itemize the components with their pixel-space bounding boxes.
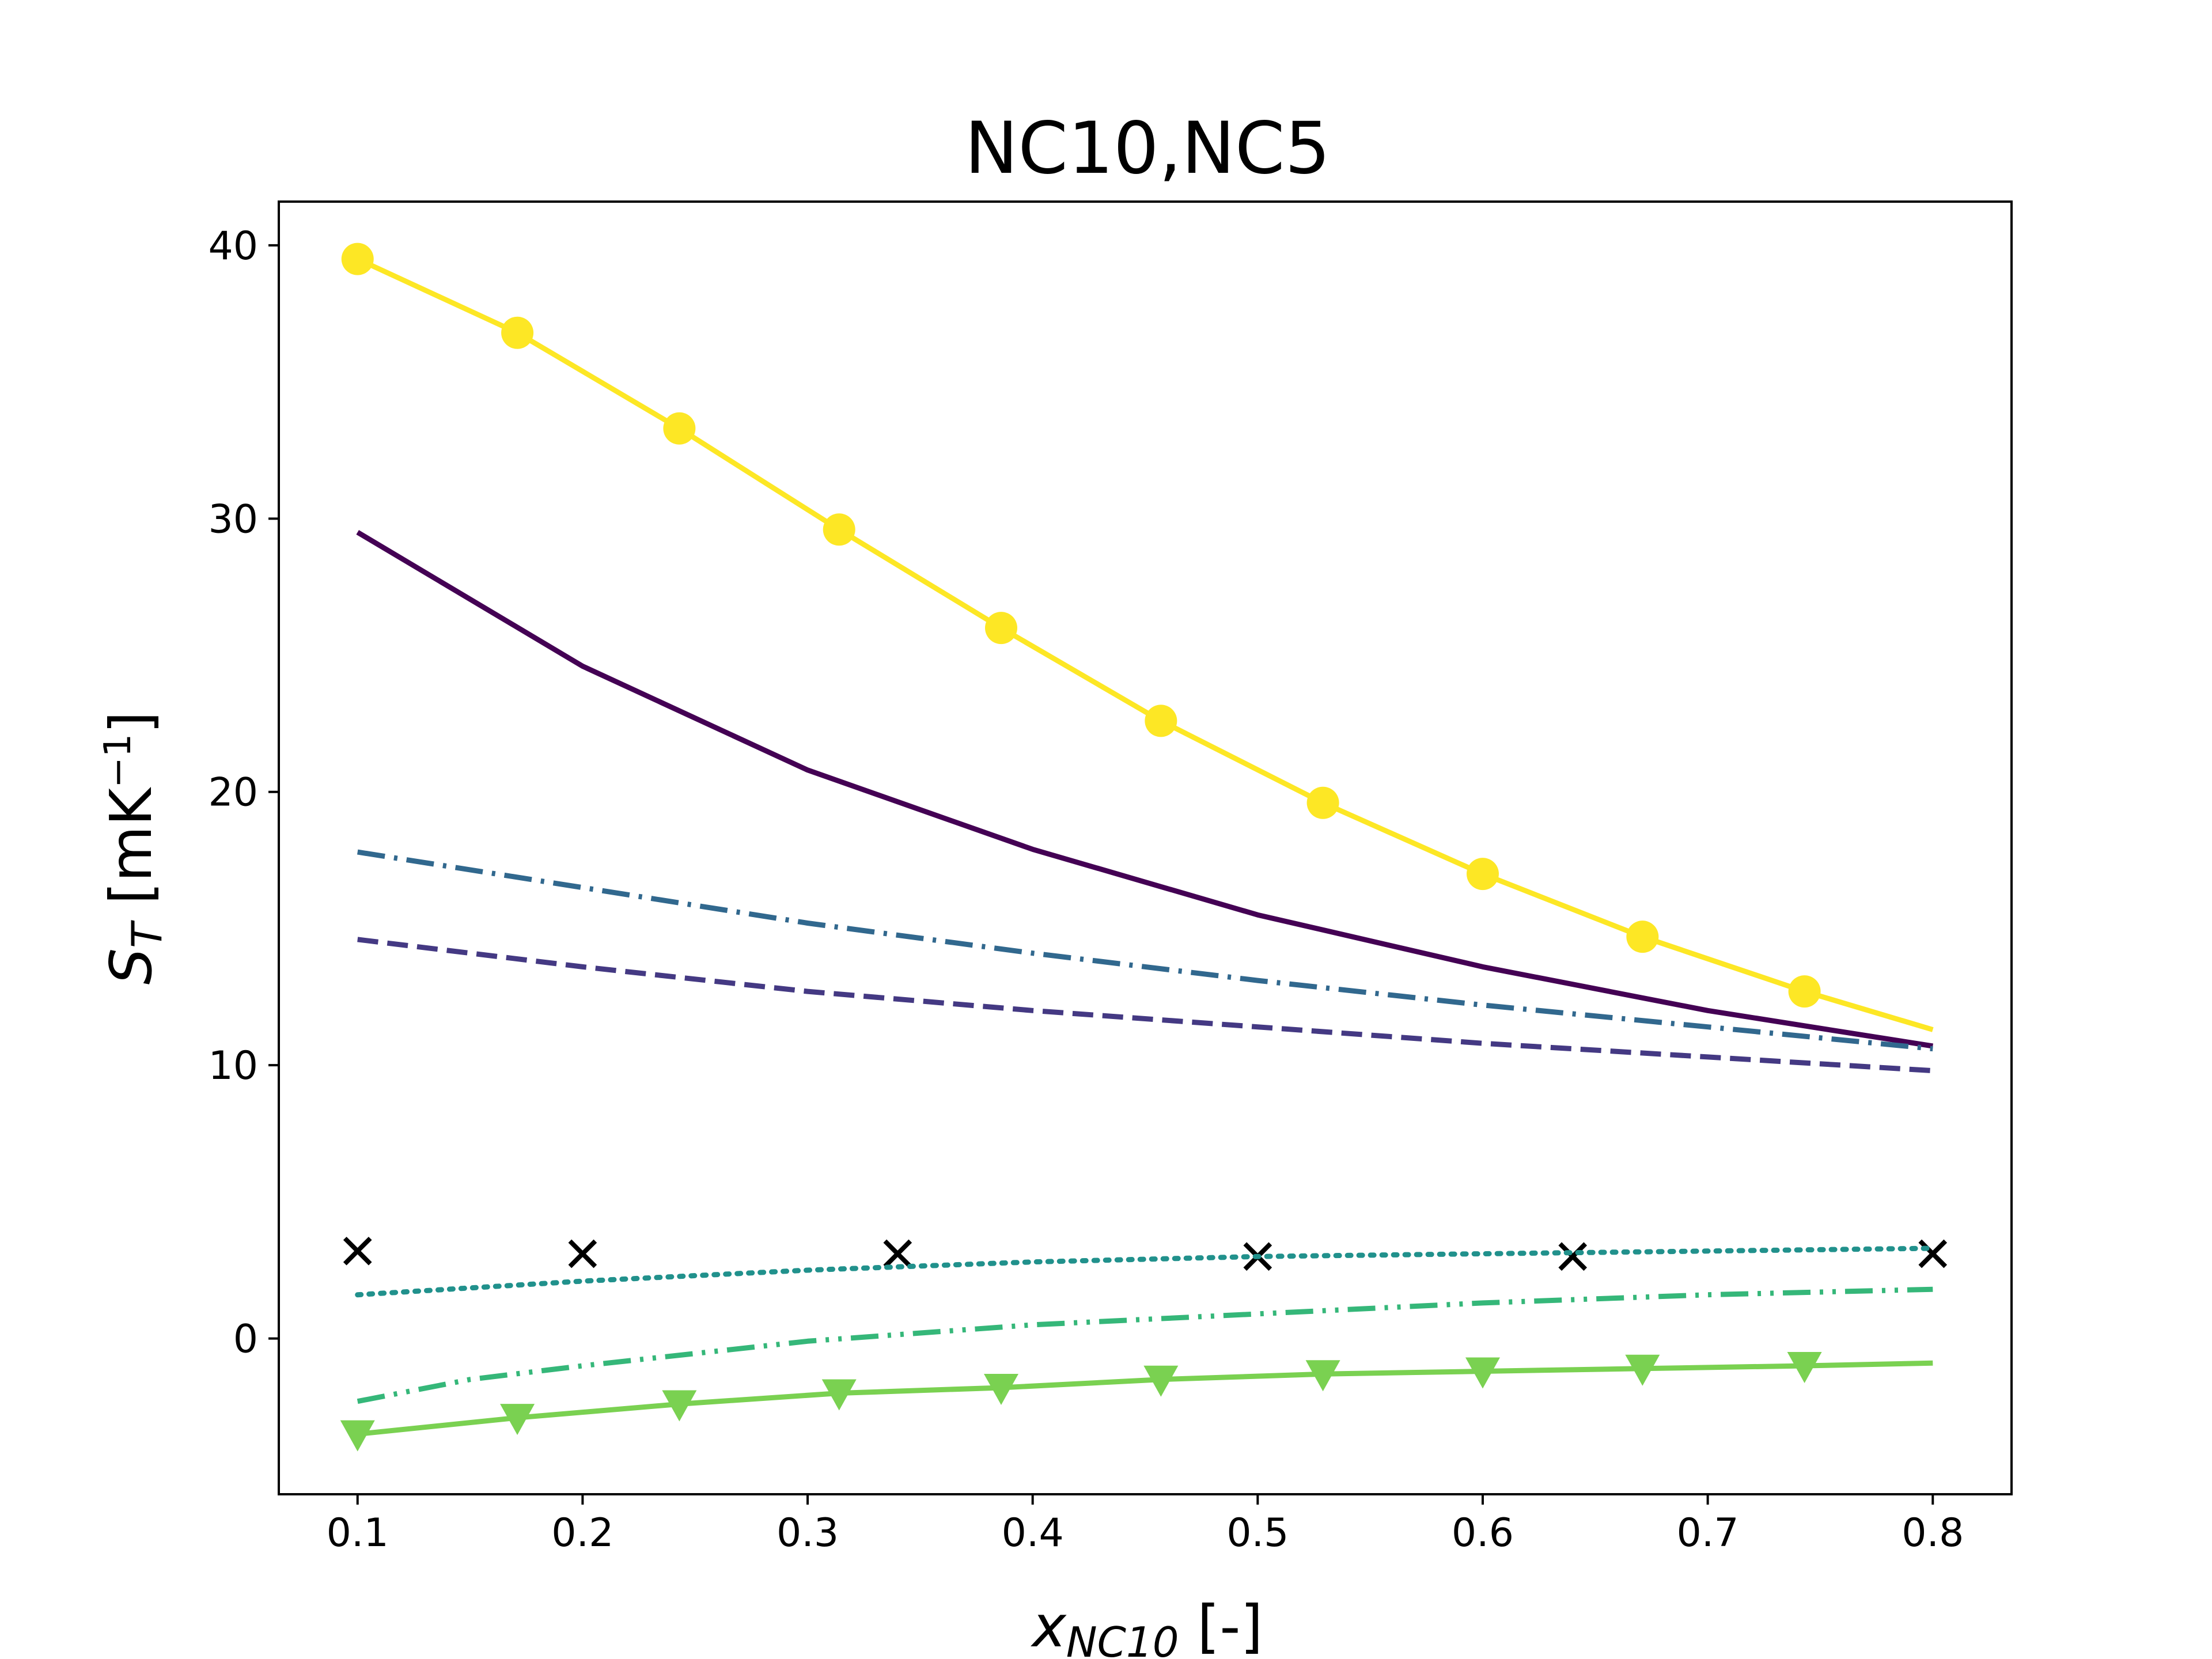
series-3-line: [357, 937, 1933, 1074]
series-2: [357, 849, 1933, 1052]
x-tick-label: 0.6: [1452, 1510, 1514, 1556]
series-4-point: [1558, 1242, 1588, 1271]
plot-frame: [278, 200, 2013, 1495]
series-7-point: [340, 1420, 375, 1452]
series-0-point: [1788, 975, 1821, 1008]
y-axis-unit-suffix: ]: [97, 711, 165, 734]
y-tick-label: 10: [208, 1043, 258, 1089]
series-7-point: [662, 1390, 697, 1422]
series-7-point: [1305, 1360, 1340, 1392]
series-5: [355, 1245, 1936, 1298]
x-tick-label: 0.7: [1677, 1510, 1739, 1556]
series-0: [341, 243, 1934, 1032]
y-axis-subscript: T: [123, 920, 171, 948]
series-0-point: [1466, 858, 1499, 891]
series-2-line: [357, 849, 1933, 1052]
series-0-point: [823, 513, 855, 546]
x-axis-subscript: NC10: [1066, 1618, 1179, 1659]
series-0-point: [663, 412, 696, 445]
x-tick-label: 0.4: [1002, 1510, 1064, 1556]
series-4-point: [568, 1239, 597, 1268]
series-7-point: [983, 1373, 1018, 1405]
series-0-point: [1626, 921, 1659, 953]
series-1-line: [356, 530, 1934, 1049]
x-axis-unit: [-]: [1179, 1593, 1263, 1659]
series-layer: [340, 243, 1948, 1452]
y-axis-symbol: S: [97, 948, 165, 984]
y-axis-unit-prefix: [mK: [97, 787, 165, 923]
x-tick-label: 0.3: [777, 1510, 839, 1556]
y-axis-label: ST [mK−1]: [97, 711, 171, 985]
series-7-point: [1625, 1354, 1660, 1386]
chart-title: NC10,NC5: [965, 107, 1331, 190]
y-tick-label: 40: [208, 224, 258, 269]
series-7-point: [1465, 1357, 1500, 1389]
series-4: [343, 1236, 1948, 1271]
ticks-layer: 0.1 0.2 0.3 0.4 0.5 0.6 0.7 0.8 0 10 20 30 40: [208, 224, 1964, 1556]
series-4-point: [343, 1236, 372, 1266]
x-tick-label: 0.1: [327, 1510, 389, 1556]
series-1: [356, 530, 1934, 1049]
x-tick-label: 0.2: [551, 1510, 613, 1556]
series-5-line: [355, 1245, 1936, 1298]
x-axis-symbol: x: [1031, 1593, 1067, 1659]
series-0-point: [341, 243, 374, 275]
x-axis-label: xNC10 [-]: [1031, 1593, 1263, 1659]
series-0-point: [501, 316, 534, 349]
y-tick-label: 30: [208, 497, 258, 542]
y-axis-unit-superscript: −1: [97, 734, 139, 788]
series-7-point: [1787, 1352, 1822, 1384]
y-tick-label: 20: [208, 770, 258, 816]
y-tick-label: 0: [233, 1317, 258, 1362]
series-7: [340, 1352, 1933, 1452]
series-4-point: [1918, 1239, 1948, 1268]
x-tick-label: 0.5: [1226, 1510, 1289, 1556]
series-7-point: [1143, 1365, 1179, 1397]
series-7-point: [500, 1404, 535, 1435]
series-0-point: [1145, 704, 1177, 737]
series-7-point: [821, 1379, 857, 1411]
series-3: [357, 937, 1933, 1074]
series-0-point: [1306, 786, 1339, 819]
x-tick-label: 0.8: [1902, 1510, 1964, 1556]
series-4-point: [883, 1239, 912, 1268]
series-0-point: [984, 612, 1017, 645]
